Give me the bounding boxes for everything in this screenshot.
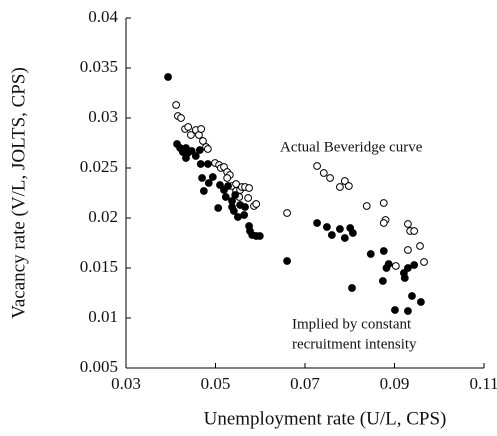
point: [348, 229, 357, 237]
point: [252, 200, 261, 208]
point: [313, 219, 321, 227]
y-tick-label: 0.015: [80, 257, 118, 276]
point: [224, 182, 232, 190]
point: [182, 154, 190, 162]
point: [323, 223, 331, 231]
point: [199, 137, 207, 145]
point: [241, 203, 249, 211]
point: [404, 307, 412, 315]
point: [221, 193, 230, 201]
point: [327, 231, 336, 239]
point: [404, 264, 412, 272]
annotation: Implied by constant: [292, 316, 412, 332]
y-tick-label: 0.01: [88, 307, 118, 326]
point: [283, 257, 292, 265]
point: [404, 220, 412, 228]
point: [340, 177, 349, 185]
point: [344, 182, 353, 190]
y-tick-label: 0.04: [88, 7, 118, 26]
x-tick-label: 0.09: [380, 374, 410, 393]
point: [184, 123, 193, 131]
point: [240, 211, 249, 219]
point: [244, 194, 253, 202]
point: [379, 247, 388, 255]
point: [164, 73, 172, 81]
point: [420, 258, 428, 266]
point: [199, 187, 208, 195]
point: [378, 277, 387, 285]
x-tick-label: 0.05: [201, 374, 231, 393]
x-tick-label: 0.03: [111, 374, 141, 393]
point: [319, 169, 328, 177]
point: [245, 184, 253, 192]
point: [186, 131, 195, 139]
point: [214, 204, 223, 212]
point: [410, 261, 419, 269]
point: [410, 227, 419, 235]
point: [348, 284, 356, 292]
y-tick-label: 0.03: [88, 107, 118, 126]
point: [203, 160, 212, 168]
annotation: Actual Beveridge curve: [280, 139, 423, 155]
point: [177, 114, 185, 122]
annotation: recruitment intensity: [292, 336, 417, 352]
y-tick-label: 0.025: [80, 157, 118, 176]
point: [196, 160, 205, 168]
point: [255, 232, 264, 240]
point: [384, 260, 393, 268]
point: [223, 174, 232, 182]
point: [172, 101, 181, 109]
point: [233, 213, 242, 221]
point: [340, 234, 349, 242]
y-tick-label: 0.02: [88, 207, 118, 226]
point: [336, 225, 344, 233]
point: [379, 199, 388, 207]
y-axis-label: Vacancy rate (V/L, JOLTS, CPS): [8, 67, 29, 319]
point: [416, 242, 424, 250]
point: [216, 181, 224, 189]
point: [417, 298, 425, 306]
point: [408, 292, 416, 300]
point: [326, 174, 334, 182]
point: [228, 203, 236, 211]
y-tick-label: 0.005: [80, 357, 118, 376]
point: [191, 152, 200, 160]
point: [366, 250, 375, 258]
point: [313, 162, 321, 170]
point: [195, 146, 204, 154]
x-tick-label: 0.07: [290, 374, 320, 393]
point: [391, 262, 400, 270]
point: [283, 209, 292, 217]
point: [231, 191, 240, 199]
x-tick-label: 0.11: [469, 374, 497, 393]
point: [391, 306, 399, 314]
point: [197, 125, 206, 133]
point: [198, 174, 206, 182]
point: [400, 274, 409, 282]
point: [379, 219, 388, 227]
x-axis-label: Unemployment rate (U/L, CPS): [204, 408, 447, 429]
point: [204, 179, 213, 187]
y-tick-label: 0.035: [80, 57, 118, 76]
point: [336, 183, 344, 191]
point: [187, 147, 196, 155]
point: [362, 202, 371, 210]
point: [203, 145, 212, 153]
point: [404, 246, 412, 254]
point: [208, 173, 217, 181]
